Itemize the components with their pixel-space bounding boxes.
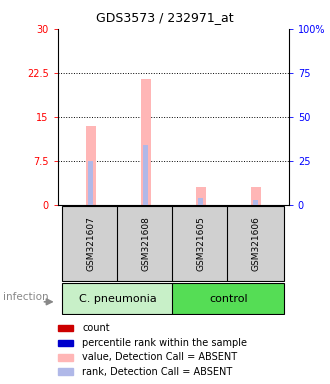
Text: count: count bbox=[82, 323, 110, 333]
Text: GSM321606: GSM321606 bbox=[251, 217, 260, 271]
Bar bbox=[62, 206, 119, 281]
Text: rank, Detection Call = ABSENT: rank, Detection Call = ABSENT bbox=[82, 367, 232, 377]
Bar bbox=[58, 354, 73, 361]
Bar bbox=[58, 368, 73, 375]
Text: GSM321607: GSM321607 bbox=[86, 217, 95, 271]
Bar bbox=[251, 187, 261, 205]
Bar bbox=[58, 325, 73, 331]
Bar bbox=[173, 283, 284, 314]
Bar bbox=[58, 340, 73, 346]
Bar bbox=[198, 199, 203, 205]
Text: GDS3573 / 232971_at: GDS3573 / 232971_at bbox=[96, 12, 234, 25]
Text: GSM321605: GSM321605 bbox=[196, 217, 205, 271]
Text: GSM321608: GSM321608 bbox=[141, 217, 150, 271]
Bar bbox=[173, 206, 229, 281]
Text: infection: infection bbox=[3, 292, 49, 302]
Text: control: control bbox=[209, 293, 248, 304]
Bar bbox=[141, 79, 151, 205]
Bar bbox=[227, 206, 284, 281]
Text: C. pneumonia: C. pneumonia bbox=[80, 293, 157, 304]
Bar bbox=[253, 200, 258, 205]
Bar bbox=[143, 146, 148, 205]
Bar bbox=[62, 283, 174, 314]
Text: percentile rank within the sample: percentile rank within the sample bbox=[82, 338, 247, 348]
Bar bbox=[196, 187, 206, 205]
Bar bbox=[88, 161, 93, 205]
Bar bbox=[117, 206, 174, 281]
Bar bbox=[86, 126, 96, 205]
Text: value, Detection Call = ABSENT: value, Detection Call = ABSENT bbox=[82, 352, 237, 362]
